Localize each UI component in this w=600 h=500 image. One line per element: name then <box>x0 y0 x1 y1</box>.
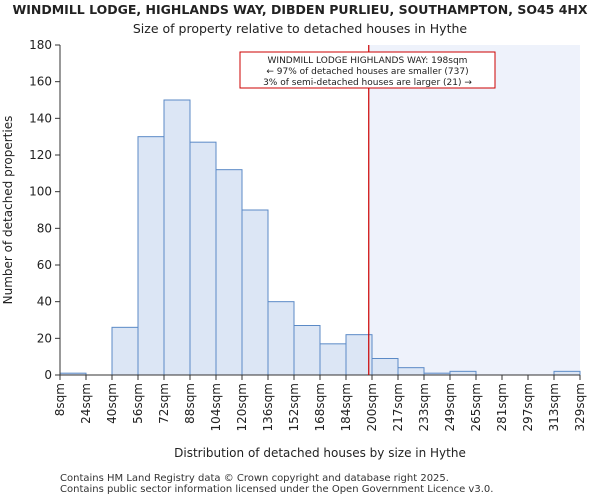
histogram-bar-184sqm <box>345 334 373 376</box>
y-tick-label: 80 <box>37 221 52 235</box>
histogram-bar-104sqm <box>215 169 243 376</box>
annotation-line-1: WINDMILL LODGE HIGHLANDS WAY: 198sqm <box>268 56 468 66</box>
x-tick-label: 136sqm <box>261 383 275 431</box>
footer-line-2: Contains public sector information licen… <box>60 484 494 495</box>
histogram-bar-200sqm <box>371 358 399 376</box>
x-tick-label: 200sqm <box>365 383 379 431</box>
chart-subtitle: Size of property relative to detached ho… <box>132 21 468 36</box>
x-tick-label: 56sqm <box>131 383 145 424</box>
x-tick-label: 217sqm <box>391 383 405 431</box>
histogram-bar-136sqm <box>267 301 295 376</box>
y-tick-label: 100 <box>29 185 52 199</box>
x-tick-label: 184sqm <box>339 383 353 431</box>
x-tick-label: 249sqm <box>443 383 457 431</box>
x-tick-label: 281sqm <box>495 383 509 431</box>
annotation-line-3: 3% of semi-detached houses are larger (2… <box>263 78 472 88</box>
x-tick-label: 152sqm <box>287 383 301 431</box>
histogram-bar-217sqm <box>397 367 425 376</box>
chart-title: WINDMILL LODGE, HIGHLANDS WAY, DIBDEN PU… <box>12 2 588 17</box>
x-axis-label: Distribution of detached houses by size … <box>174 446 466 460</box>
larger-size-region <box>368 45 580 375</box>
x-tick-label: 265sqm <box>469 383 483 431</box>
y-tick-label: 140 <box>29 111 52 125</box>
x-tick-label: 88sqm <box>183 383 197 424</box>
histogram-bar-152sqm <box>293 325 321 376</box>
y-tick-label: 0 <box>44 368 52 382</box>
x-tick-label: 297sqm <box>521 383 535 431</box>
y-tick-label: 60 <box>37 258 52 272</box>
x-tick-label: 120sqm <box>235 383 249 431</box>
y-tick-label: 180 <box>29 38 52 52</box>
x-tick-label: 72sqm <box>157 383 171 424</box>
histogram-bar-88sqm <box>189 141 217 376</box>
histogram-bar-249sqm <box>449 370 477 376</box>
x-tick-label: 8sqm <box>53 383 67 416</box>
y-tick-label: 20 <box>37 331 52 345</box>
footer-line-1: Contains HM Land Registry data © Crown c… <box>60 473 449 484</box>
y-tick-label: 120 <box>29 148 52 162</box>
histogram-bar-40sqm <box>111 326 139 376</box>
histogram-bar-72sqm <box>163 99 191 376</box>
x-tick-label: 40sqm <box>105 383 119 424</box>
y-tick-label: 40 <box>37 295 52 309</box>
x-tick-label: 24sqm <box>79 383 93 424</box>
x-tick-label: 233sqm <box>417 383 431 431</box>
histogram-bar-56sqm <box>137 136 165 376</box>
x-tick-label: 313sqm <box>547 383 561 431</box>
x-tick-label: 329sqm <box>573 383 587 431</box>
property-annotation-box: WINDMILL LODGE HIGHLANDS WAY: 198sqm ← 9… <box>239 51 496 89</box>
y-tick-label: 160 <box>29 75 52 89</box>
x-tick-label: 104sqm <box>209 383 223 431</box>
histogram-bar-313sqm <box>553 370 581 376</box>
histogram-bar-120sqm <box>241 209 269 376</box>
histogram-bar-168sqm <box>319 343 347 376</box>
y-axis-label: Number of detached properties <box>1 116 15 305</box>
x-tick-label: 168sqm <box>313 383 327 431</box>
annotation-line-2: ← 97% of detached houses are smaller (73… <box>266 67 468 77</box>
